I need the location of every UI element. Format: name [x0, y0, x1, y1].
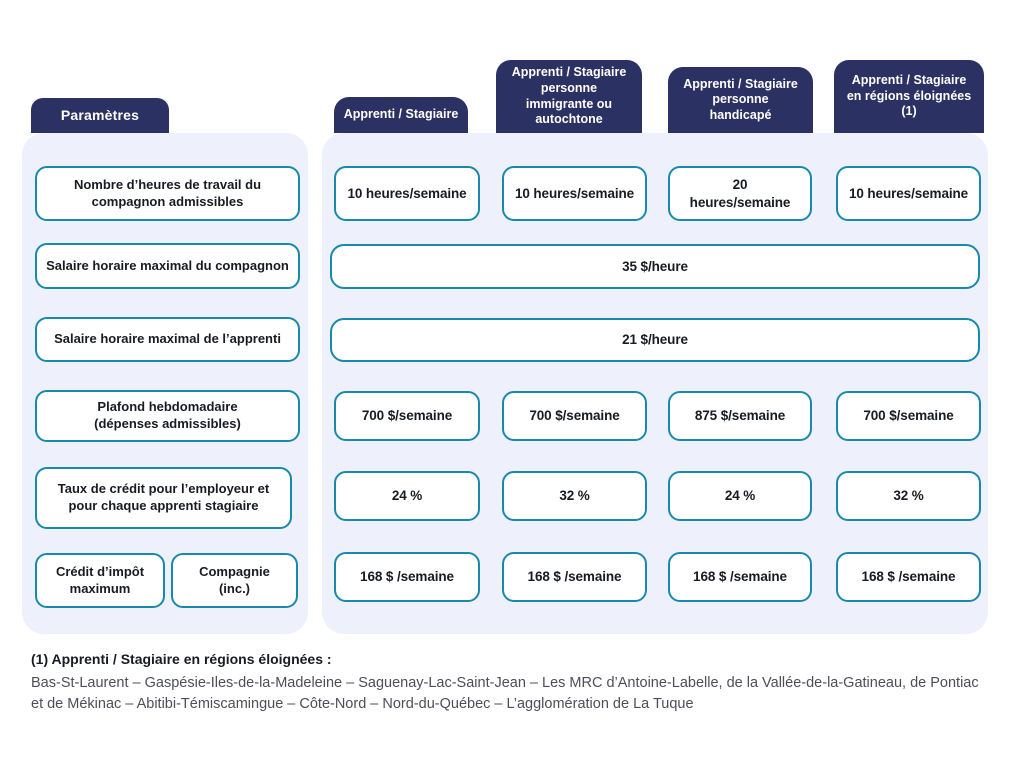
value-plafond-col2: 700 $/semaine: [502, 391, 647, 441]
value-credit-col2: 168 $ /semaine: [502, 552, 647, 602]
value-heures-col3: 20 heures/semaine: [668, 166, 812, 221]
footnote-title: (1) Apprenti / Stagiaire en régions éloi…: [31, 651, 332, 667]
param-label-plafond-hebdomadaire: Plafond hebdomadaire (dépenses admissibl…: [35, 390, 300, 442]
param-label-salaire-compagnon: Salaire horaire maximal du compagnon: [35, 243, 300, 289]
param-label-salaire-apprenti: Salaire horaire maximal de l’apprenti: [35, 317, 300, 362]
value-credit-col1: 168 $ /semaine: [334, 552, 480, 602]
column-header-regions-eloignees: Apprenti / Stagiaire en régions éloignée…: [834, 60, 984, 133]
footnote-body: Bas-St-Laurent – Gaspésie-Iles-de-la-Mad…: [31, 675, 979, 713]
value-taux-col3: 24 %: [668, 471, 812, 521]
value-heures-col4: 10 heures/semaine: [836, 166, 981, 221]
value-salaire-apprenti-span: 21 $/heure: [330, 318, 980, 362]
value-plafond-col3: 875 $/semaine: [668, 391, 812, 441]
value-taux-col4: 32 %: [836, 471, 981, 521]
param-label-heures-compagnon: Nombre d’heures de travail du compagnon …: [35, 166, 300, 221]
value-taux-col2: 32 %: [502, 471, 647, 521]
value-salaire-compagnon-span: 35 $/heure: [330, 244, 980, 289]
param-label-compagnie-inc: Compagnie (inc.): [171, 553, 298, 608]
value-credit-col3: 168 $ /semaine: [668, 552, 812, 602]
value-heures-col1: 10 heures/semaine: [334, 166, 480, 221]
param-label-credit-impot-maximum: Crédit d’impôt maximum: [35, 553, 165, 608]
parameters-header-tab: Paramètres: [31, 98, 169, 133]
value-heures-col2: 10 heures/semaine: [502, 166, 647, 221]
value-plafond-col4: 700 $/semaine: [836, 391, 981, 441]
value-plafond-col1: 700 $/semaine: [334, 391, 480, 441]
value-credit-col4: 168 $ /semaine: [836, 552, 981, 602]
column-header-apprenti-stagiaire: Apprenti / Stagiaire: [334, 97, 468, 133]
param-label-taux-credit: Taux de crédit pour l’employeur et pour …: [35, 467, 292, 529]
column-header-personne-handicape: Apprenti / Stagiaire personne handicapé: [668, 67, 813, 133]
column-header-immigrante-autochtone: Apprenti / Stagiaire personne immigrante…: [496, 60, 642, 133]
value-taux-col1: 24 %: [334, 471, 480, 521]
